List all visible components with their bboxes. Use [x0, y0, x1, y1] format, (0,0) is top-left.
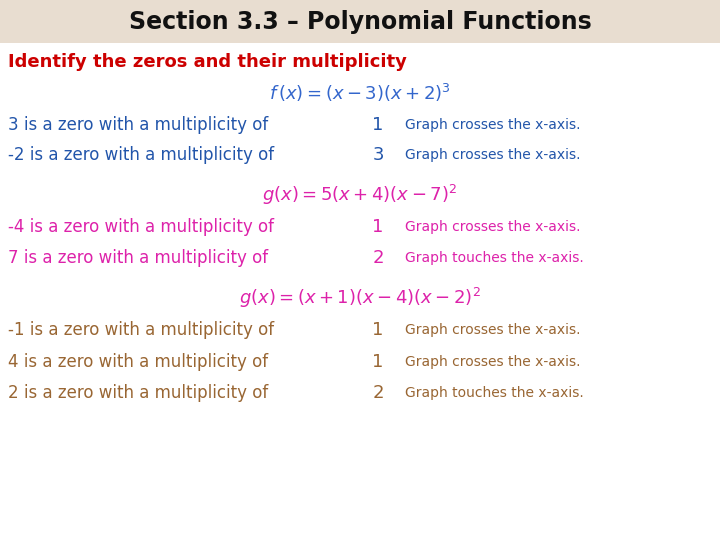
Text: 3: 3	[372, 146, 384, 164]
Text: Graph crosses the x-axis.: Graph crosses the x-axis.	[405, 118, 580, 132]
Text: Graph crosses the x-axis.: Graph crosses the x-axis.	[405, 323, 580, 337]
Text: $g(x) = 5(x+4)(x-7)^2$: $g(x) = 5(x+4)(x-7)^2$	[263, 183, 457, 207]
Text: Identify the zeros and their multiplicity: Identify the zeros and their multiplicit…	[8, 53, 407, 71]
Text: Section 3.3 – Polynomial Functions: Section 3.3 – Polynomial Functions	[129, 10, 591, 34]
Text: -1 is a zero with a multiplicity of: -1 is a zero with a multiplicity of	[8, 321, 274, 339]
Text: $g(x) = (x+1)(x-4)(x-2)^2$: $g(x) = (x+1)(x-4)(x-2)^2$	[239, 286, 481, 310]
Text: Graph crosses the x-axis.: Graph crosses the x-axis.	[405, 148, 580, 162]
Text: -2 is a zero with a multiplicity of: -2 is a zero with a multiplicity of	[8, 146, 274, 164]
Text: 7 is a zero with a multiplicity of: 7 is a zero with a multiplicity of	[8, 249, 268, 267]
Text: 1: 1	[372, 321, 384, 339]
FancyBboxPatch shape	[0, 0, 720, 43]
Text: Graph crosses the x-axis.: Graph crosses the x-axis.	[405, 355, 580, 369]
Text: 1: 1	[372, 218, 384, 236]
Text: Graph touches the x-axis.: Graph touches the x-axis.	[405, 251, 584, 265]
Text: 2: 2	[372, 249, 384, 267]
Text: 1: 1	[372, 116, 384, 134]
Text: 2: 2	[372, 384, 384, 402]
Text: -4 is a zero with a multiplicity of: -4 is a zero with a multiplicity of	[8, 218, 274, 236]
Text: 2 is a zero with a multiplicity of: 2 is a zero with a multiplicity of	[8, 384, 269, 402]
Text: 1: 1	[372, 353, 384, 371]
Text: 3 is a zero with a multiplicity of: 3 is a zero with a multiplicity of	[8, 116, 269, 134]
Text: Graph touches the x-axis.: Graph touches the x-axis.	[405, 386, 584, 400]
Text: 4 is a zero with a multiplicity of: 4 is a zero with a multiplicity of	[8, 353, 268, 371]
Text: Graph crosses the x-axis.: Graph crosses the x-axis.	[405, 220, 580, 234]
Text: $f\,(x) = (x-3)(x+2)^3$: $f\,(x) = (x-3)(x+2)^3$	[269, 82, 451, 104]
